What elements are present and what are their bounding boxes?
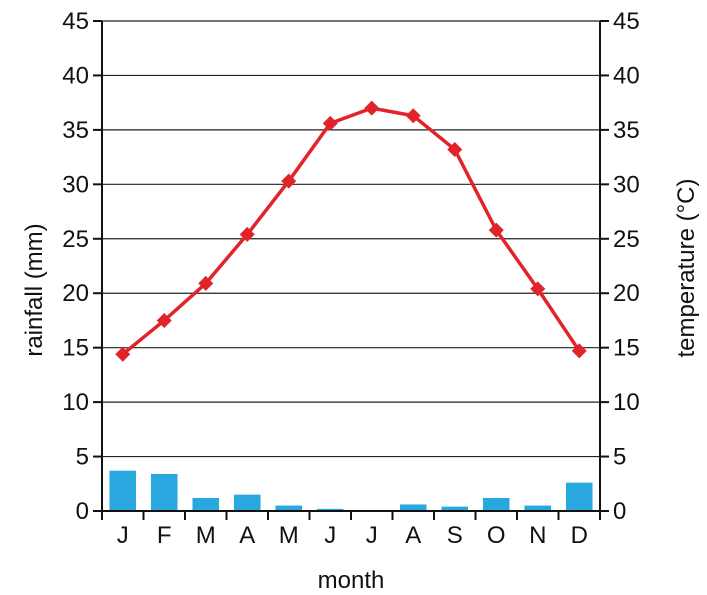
x-tick-label: M [196, 522, 216, 549]
x-tick-label: J [324, 522, 336, 549]
x-tick-label: F [157, 522, 172, 549]
rainfall-bars [109, 470, 593, 511]
x-axis-title: month [318, 567, 385, 594]
rainfall-bar [524, 505, 552, 511]
rainfall-bar [192, 497, 220, 511]
y-tick-label-left: 20 [62, 280, 89, 307]
y-tick-label-right: 0 [613, 498, 626, 525]
rainfall-bar [150, 473, 178, 511]
temperature-point [364, 100, 380, 116]
right-axis-ticks: 0 5 10 15 20 25 30 35 40 45 [600, 8, 640, 525]
rainfall-bar [565, 482, 593, 511]
x-tick-label: N [529, 522, 546, 549]
y-tick-label-left: 0 [76, 498, 89, 525]
y-tick-label-left: 45 [62, 8, 89, 35]
y-axis-left-title: rainfall (mm) [21, 223, 48, 356]
x-tick-label: J [366, 522, 378, 549]
y-tick-label-left: 40 [62, 62, 89, 89]
x-tick-label: M [279, 522, 299, 549]
temperature-point [198, 275, 214, 291]
y-tick-label-right: 40 [613, 62, 640, 89]
x-tick-label: S [447, 522, 463, 549]
rainfall-bar [316, 508, 344, 511]
rainfall-bar [399, 504, 427, 511]
y-tick-label-left: 35 [62, 117, 89, 144]
y-tick-label-left: 5 [76, 444, 89, 471]
temperature-point [156, 312, 172, 328]
y-tick-label-right: 45 [613, 8, 640, 35]
y-tick-label-left: 30 [62, 171, 89, 198]
left-axis-ticks: 0 5 10 15 20 25 30 35 40 45 [62, 8, 102, 525]
temperature-point [322, 115, 338, 131]
y-tick-label-right: 35 [613, 117, 640, 144]
x-tick-label: J [117, 522, 129, 549]
x-tick-label: D [571, 522, 588, 549]
temperature-polyline [121, 106, 581, 356]
rainfall-bar [275, 505, 303, 511]
y-tick-label-left: 15 [62, 335, 89, 362]
y-tick-label-right: 30 [613, 171, 640, 198]
gridlines [102, 20, 600, 458]
rainfall-bar [233, 494, 261, 511]
x-tick-label: A [239, 522, 255, 549]
y-tick-label-right: 5 [613, 444, 626, 471]
y-tick-label-left: 25 [62, 226, 89, 253]
temperature-point [115, 346, 131, 362]
y-tick-label-right: 10 [613, 389, 640, 416]
y-axis-right-title: temperature (°C) [673, 179, 700, 358]
x-tick-label: O [487, 522, 506, 549]
temperature-point [405, 108, 421, 124]
y-tick-label-right: 15 [613, 335, 640, 362]
temperature-point [447, 141, 463, 157]
x-tick-label: A [405, 522, 421, 549]
rainfall-bar [482, 497, 510, 511]
rainfall-bar [441, 506, 469, 511]
temperature-point [281, 173, 297, 189]
temperature-point [530, 281, 546, 297]
temperature-line [115, 100, 587, 362]
temperature-point [239, 226, 255, 242]
axes [101, 21, 601, 512]
temperature-point [571, 343, 587, 359]
y-tick-label-left: 10 [62, 389, 89, 416]
rainfall-bar [109, 470, 137, 511]
temperature-point [488, 222, 504, 238]
y-tick-label-right: 25 [613, 226, 640, 253]
y-tick-label-right: 20 [613, 280, 640, 307]
